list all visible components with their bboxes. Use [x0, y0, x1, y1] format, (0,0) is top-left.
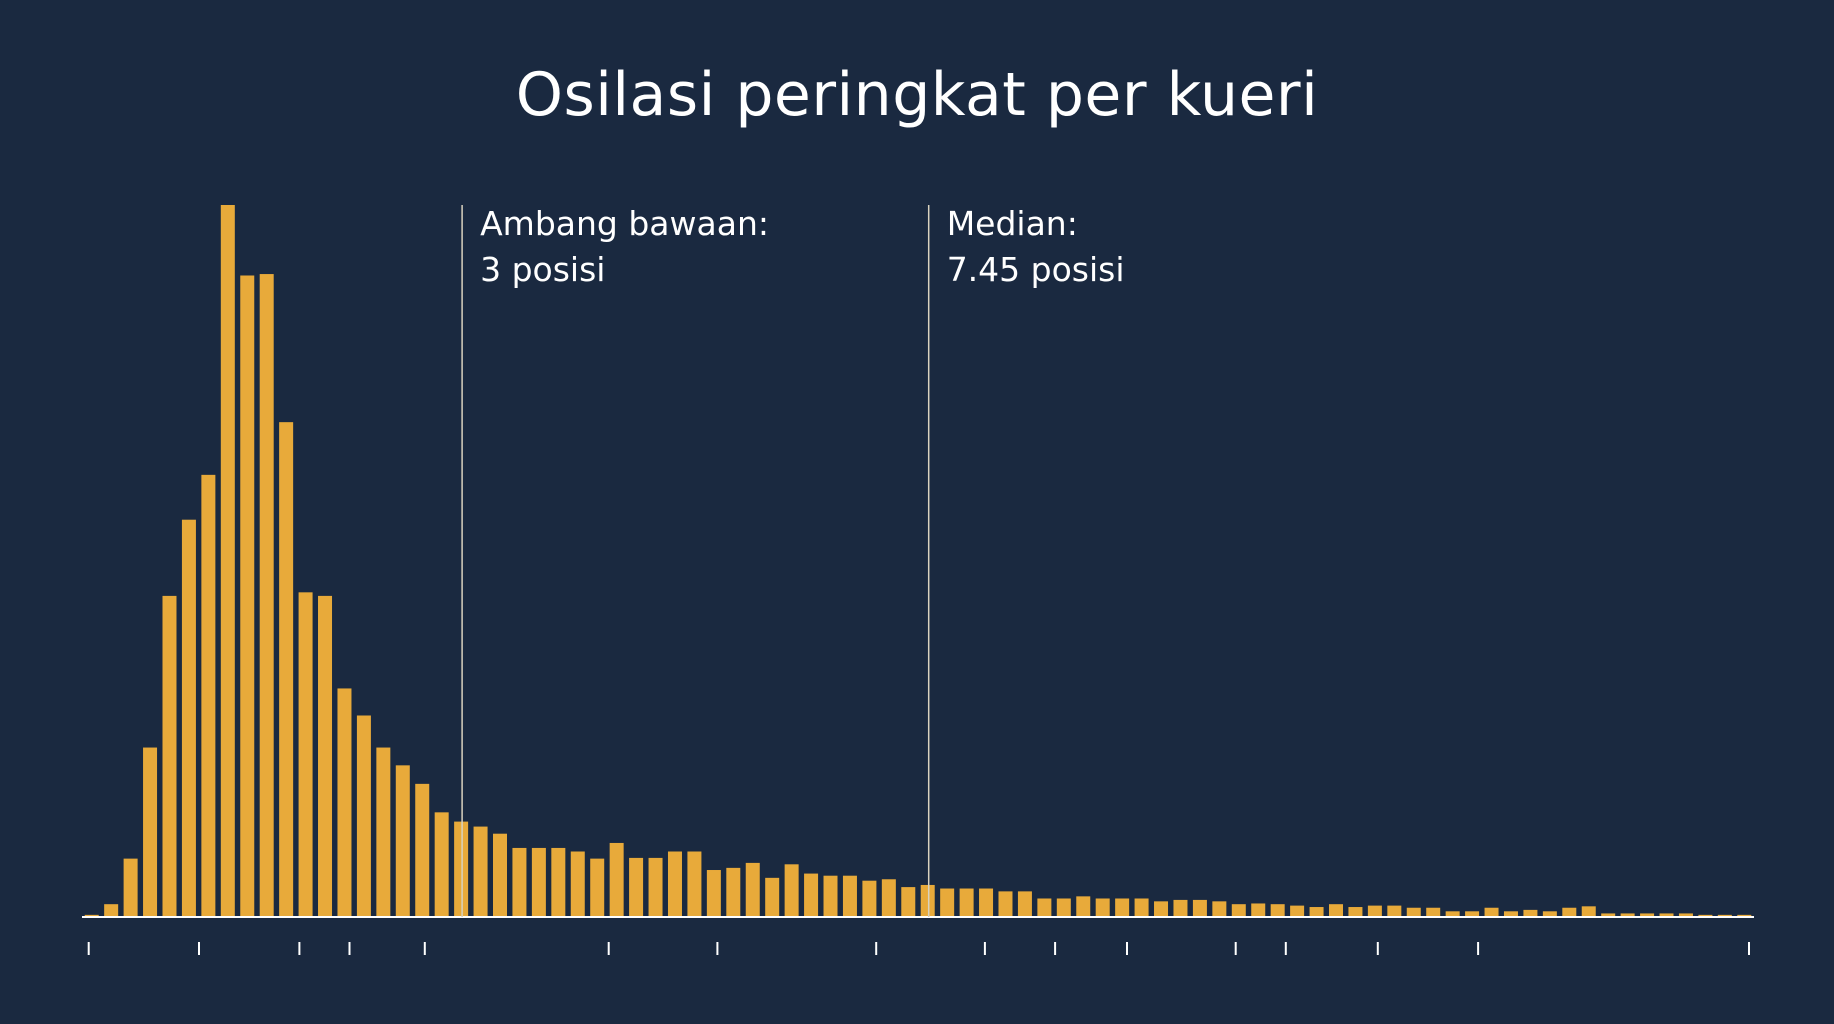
histogram-bar — [1426, 907, 1441, 917]
histogram-bar — [648, 857, 663, 917]
histogram-bar — [881, 879, 896, 917]
histogram-bar — [726, 867, 741, 917]
histogram-bar — [1037, 898, 1052, 917]
histogram-bar — [181, 519, 196, 917]
histogram-bar — [143, 747, 158, 917]
histogram-bar — [473, 826, 488, 917]
histogram-bar — [1309, 907, 1324, 917]
default-threshold-label: Ambang bawaan: — [480, 204, 769, 243]
histogram-bar — [1737, 914, 1752, 917]
histogram-bar — [920, 884, 935, 917]
histogram-bar — [1484, 907, 1499, 917]
annotations-group: Ambang bawaan: 3 posisi Median: 7.45 posisi — [461, 204, 1125, 917]
histogram-bar — [1503, 911, 1518, 917]
histogram-bar — [1095, 898, 1110, 917]
histogram-bar — [1348, 907, 1363, 917]
median-value: 7.45 posisi — [947, 250, 1125, 289]
histogram-bar — [1717, 914, 1732, 917]
histogram-bar — [1562, 907, 1577, 917]
histogram-bar — [259, 274, 274, 917]
histogram-bar — [1056, 898, 1071, 917]
histogram-bar — [1620, 913, 1635, 917]
histogram-bar — [940, 888, 955, 917]
histogram-bar — [1387, 905, 1402, 917]
histogram-bar — [959, 888, 974, 917]
histogram-bar — [804, 873, 819, 917]
histogram-bar — [667, 851, 682, 917]
histogram-bar — [201, 474, 216, 917]
histogram-bar — [842, 875, 857, 917]
histogram-bar — [1192, 899, 1207, 917]
histogram-bar — [318, 595, 333, 917]
histogram-bar — [570, 851, 585, 917]
default-threshold-value: 3 posisi — [480, 250, 605, 289]
histogram-bar — [337, 688, 352, 917]
histogram-bar — [609, 842, 624, 917]
histogram-bar — [1523, 909, 1538, 917]
histogram-bar — [1640, 913, 1655, 917]
histogram-bar — [162, 595, 177, 917]
histogram-bar — [298, 592, 313, 917]
histogram-bar — [1581, 906, 1596, 917]
histogram-bar — [745, 862, 760, 917]
histogram-bar — [1134, 898, 1149, 917]
histogram-bar — [1406, 907, 1421, 917]
histogram-bar — [415, 783, 430, 917]
histogram-bar — [1212, 901, 1227, 917]
histogram-bar — [784, 864, 799, 917]
histogram-bar — [1698, 914, 1713, 917]
histogram-bar — [979, 888, 994, 917]
histogram-bar — [356, 715, 371, 917]
histogram-bar — [687, 851, 702, 917]
histogram-bar — [240, 275, 255, 917]
histogram-bar — [493, 833, 507, 917]
histogram-bar — [279, 422, 294, 917]
histogram-bar — [84, 914, 99, 917]
histogram-bar — [1601, 913, 1616, 917]
median-label: Median: — [947, 204, 1078, 243]
histogram-bar — [376, 747, 391, 917]
histogram-bar — [1465, 911, 1480, 917]
histogram-bar — [1154, 901, 1169, 917]
histogram-bar — [765, 877, 780, 917]
histogram-bar — [395, 765, 410, 917]
histogram-bar — [629, 857, 644, 917]
histogram-bar — [1678, 913, 1693, 917]
histogram-bar — [1329, 904, 1343, 917]
histogram-bar — [1367, 905, 1382, 917]
histogram-bar — [1659, 913, 1674, 917]
bars-group — [84, 205, 1752, 917]
histogram-bar — [1270, 904, 1285, 917]
histogram-bar — [1115, 898, 1130, 917]
histogram-bar — [1173, 899, 1188, 917]
histogram-bar — [1231, 904, 1246, 917]
histogram-bar — [1251, 903, 1266, 917]
histogram-bar — [862, 880, 877, 917]
histogram-bar — [454, 821, 469, 917]
histogram-bar — [1076, 896, 1091, 917]
histogram-bar — [551, 847, 566, 917]
histogram-bar — [1017, 891, 1032, 917]
histogram-bar — [434, 812, 449, 917]
x-axis-ticks — [87, 942, 1750, 955]
histogram-bar — [706, 870, 721, 917]
histogram-bar — [123, 858, 138, 917]
chart-title: Osilasi peringkat per kueri — [515, 60, 1319, 130]
histogram-bar — [512, 847, 527, 917]
histogram-bar — [531, 847, 546, 917]
histogram-bar — [1445, 911, 1460, 917]
histogram-bar — [590, 858, 605, 917]
histogram-bar — [1542, 911, 1557, 917]
histogram-bar — [823, 875, 838, 917]
histogram-bar — [1290, 905, 1305, 917]
histogram-bar — [220, 205, 235, 917]
histogram-bar — [104, 904, 119, 917]
histogram-bar — [998, 891, 1013, 917]
histogram-bar — [901, 887, 916, 917]
